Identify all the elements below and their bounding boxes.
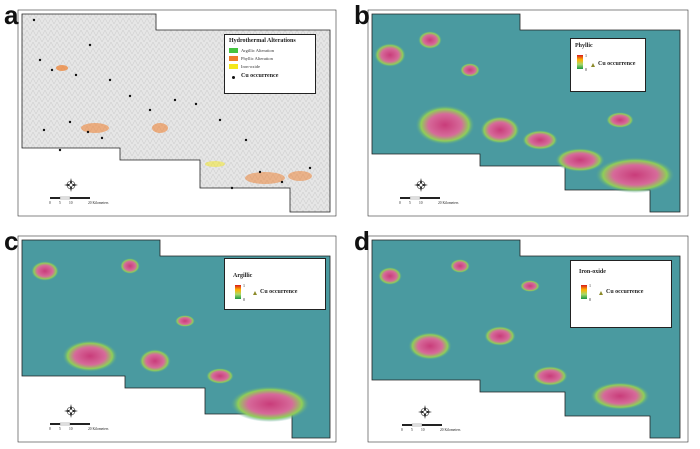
scale-bar-b: 0 5 10 20 Kilometers — [399, 196, 459, 205]
legend-title: Hydrothermal Alterations — [229, 38, 296, 44]
argillic-hotspots-c — [31, 258, 310, 422]
scale-tick-0: 0 — [399, 201, 401, 205]
ramp-max: 1 — [243, 283, 245, 288]
map-panel-b: 0 5 10 20 Kilometers b Phyllic 1 0 Cu oc… — [350, 0, 700, 224]
map-frame-b: 0 5 10 20 Kilometers — [367, 9, 689, 217]
legend-b: Phyllic 1 0 Cu occurrence — [570, 38, 646, 92]
ramp-max: 1 — [589, 283, 591, 288]
iron-oxide-hotspots-d — [378, 259, 650, 410]
north-arrow-icon-a — [64, 178, 78, 192]
scale-tick-20: 20 Kilometers — [88, 427, 109, 431]
legend-occurrence-a: Cu occurrence — [241, 73, 279, 79]
scale-tick-5: 5 — [411, 428, 413, 432]
scale-tick-0: 0 — [49, 201, 51, 205]
ramp-min: 0 — [589, 297, 591, 302]
panel-label-b: b — [354, 0, 370, 30]
swatch-argillic — [229, 48, 238, 53]
ramp-min: 0 — [585, 67, 587, 72]
panel-label-c: c — [4, 226, 19, 256]
occurrence-triangle-icon — [591, 63, 595, 67]
ramp-max: 1 — [585, 53, 587, 58]
legend-occurrence-b: Cu occurrence — [598, 61, 636, 67]
scale-tick-20: 20 Kilometers — [88, 201, 109, 205]
scale-tick-10: 10 — [421, 428, 425, 432]
scale-bar-d: 0 5 10 20 Kilometers — [401, 423, 461, 432]
scale-tick-10: 10 — [419, 201, 423, 205]
north-arrow-icon-d — [418, 405, 432, 419]
swatch-iron-oxide — [229, 64, 238, 69]
legend-item-argillic: Argillic Alteration — [241, 48, 275, 53]
scale-tick-10: 10 — [69, 427, 73, 431]
scale-tick-5: 5 — [59, 201, 61, 205]
legend-occurrence-d: Cu occurrence — [606, 289, 644, 295]
map-panel-d: 0 5 10 20 Kilometers d Iron-oxide 1 0 Cu… — [350, 226, 700, 449]
scale-tick-20: 20 Kilometers — [440, 428, 461, 432]
color-ramp — [581, 285, 587, 299]
legend-c: Argillic 1 0 Cu occurrence — [224, 258, 326, 310]
color-ramp — [235, 285, 241, 299]
legend-title: Phyllic — [575, 43, 593, 49]
panel-label-a: a — [4, 0, 19, 30]
legend-item-phyllic: Phyllic Alteration — [241, 56, 273, 61]
legend-title: Iron-oxide — [579, 269, 606, 275]
scale-tick-10: 10 — [69, 201, 73, 205]
occurrence-triangle-icon — [599, 291, 603, 295]
occurrence-dot-icon — [232, 76, 235, 79]
scale-tick-0: 0 — [49, 427, 51, 431]
legend-occurrence-c: Cu occurrence — [260, 289, 298, 295]
map-panel-a: 0 5 10 20 Kilometers a Hydrothermal Alte… — [0, 0, 348, 224]
ramp-min: 0 — [243, 297, 245, 302]
scale-bar-c: 0 5 10 20 Kilometers — [49, 422, 109, 431]
north-arrow-icon-c — [64, 404, 78, 418]
scale-bar-a: 0 5 10 20 Kilometers — [49, 196, 109, 205]
swatch-phyllic — [229, 56, 238, 61]
legend-d: Iron-oxide 1 0 Cu occurrence — [570, 260, 672, 328]
legend-item-iron-oxide: Iron-oxide — [241, 64, 260, 69]
occurrence-triangle-icon — [253, 291, 257, 295]
color-ramp — [577, 55, 583, 69]
phyllic-patches-a — [56, 65, 312, 184]
north-arrow-icon-b — [414, 178, 428, 192]
phyllic-hotspots-b — [374, 31, 675, 193]
legend-a: Hydrothermal Alterations Argillic Altera… — [224, 34, 316, 94]
scale-tick-5: 5 — [409, 201, 411, 205]
panel-label-d: d — [354, 226, 370, 256]
legend-title: Argillic — [233, 273, 253, 279]
scale-tick-20: 20 Kilometers — [438, 201, 459, 205]
scale-tick-0: 0 — [401, 428, 403, 432]
scale-tick-5: 5 — [59, 427, 61, 431]
cu-occurrence-dots-a — [32, 18, 312, 190]
map-panel-c: 0 5 10 20 Kilometers c Argillic 1 0 Cu o… — [0, 226, 348, 449]
